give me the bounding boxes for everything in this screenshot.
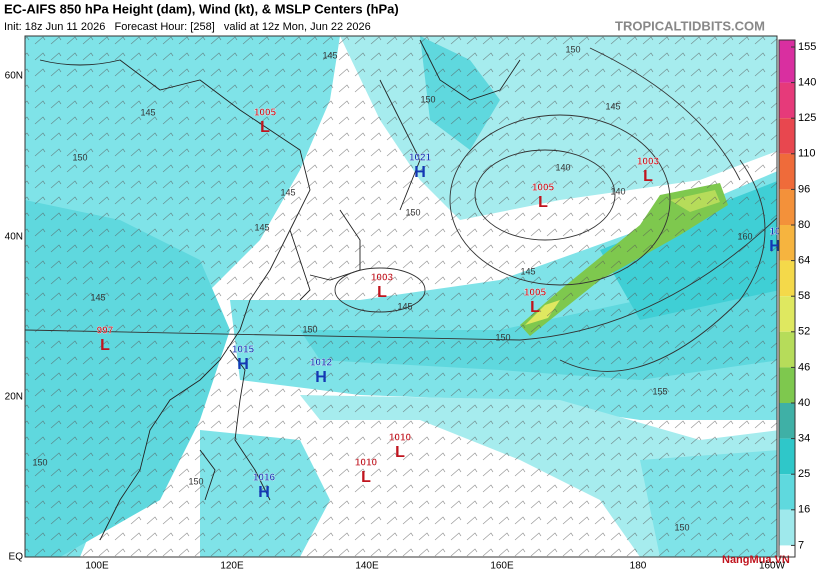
colorbar-segment [779, 118, 795, 154]
colorbar-segment [779, 474, 795, 510]
colorbar-segment [779, 260, 795, 297]
center-pressure: 1012 [310, 358, 333, 369]
contour-label: 150 [188, 476, 203, 486]
title: EC-AIFS 850 hPa Height (dam), Wind (kt),… [4, 1, 399, 16]
watermark: NangMua.VN [722, 554, 790, 566]
colorbar-label: 16 [798, 504, 810, 516]
colorbar-label: 34 [798, 433, 810, 445]
colorbar-label: 155 [798, 41, 816, 53]
center-pressure: 10 [769, 227, 781, 238]
contour-label: 145 [90, 292, 105, 302]
center-pressure: 1003 [637, 157, 660, 168]
colorbar-segment [779, 189, 795, 225]
colorbar-segment [779, 225, 795, 261]
wind-field [25, 36, 777, 557]
colorbar-label: 46 [798, 361, 810, 373]
colorbar-label: 52 [798, 326, 810, 338]
colorbar-cap [779, 40, 795, 47]
site-name: TROPICALTIDBITS.COM [615, 18, 765, 33]
contour-label: 150 [302, 324, 317, 334]
center-letter: H [258, 484, 270, 501]
lon-label: 180 [630, 561, 647, 572]
lat-label: 40N [5, 232, 23, 243]
contour-label: 145 [520, 266, 535, 276]
center-pressure: 1015 [232, 345, 255, 356]
center-pressure: 997 [97, 326, 114, 337]
lon-label: 100E [85, 561, 109, 572]
colorbar-label: 110 [798, 148, 816, 160]
contour-label: 145 [322, 50, 337, 60]
subtitle: Init: 18z Jun 11 2026 Forecast Hour: [25… [4, 21, 371, 33]
colorbar-label: 7 [798, 539, 804, 551]
colorbar-segment [779, 153, 795, 190]
colorbar-segment [779, 509, 795, 546]
lon-label: 140E [355, 561, 379, 572]
contour-label: 155 [652, 386, 667, 396]
contour-label: 145 [397, 301, 412, 311]
center-letter: H [769, 238, 781, 255]
colorbar-label: 64 [798, 255, 810, 267]
center-letter: L [377, 284, 387, 301]
center-letter: L [395, 444, 405, 461]
center-letter: L [538, 194, 548, 211]
contour-label: 150 [495, 332, 510, 342]
colorbar-segment [779, 47, 795, 83]
center-pressure: 1010 [389, 433, 412, 444]
contour-label: 140 [555, 162, 570, 172]
center-letter: L [530, 299, 540, 316]
contour-label: 150 [565, 44, 580, 54]
colorbar-label: 80 [798, 219, 810, 231]
contour-label: 150 [420, 94, 435, 104]
colorbar-label: 40 [798, 397, 810, 409]
center-pressure: 1005 [254, 108, 277, 119]
lon-label: 120E [220, 561, 244, 572]
center-letter: L [100, 337, 110, 354]
colorbar-label: 25 [798, 468, 810, 480]
lat-label: EQ [9, 552, 24, 563]
colorbar-label: 140 [798, 77, 816, 89]
contour-label: 145 [140, 107, 155, 117]
contour-label: 150 [674, 522, 689, 532]
contour-label: 140 [610, 186, 625, 196]
contour-label: 145 [254, 222, 269, 232]
center-letter: H [315, 369, 327, 386]
colorbar-segment [779, 296, 795, 332]
colorbar-segment [779, 403, 795, 439]
colorbar-segment [779, 438, 795, 475]
center-pressure: 1016 [253, 473, 276, 484]
center-pressure: 1005 [524, 288, 547, 299]
colorbar-segment [779, 367, 795, 403]
center-pressure: 1010 [355, 458, 378, 469]
contour-label: 160 [737, 231, 752, 241]
lat-label: 60N [5, 71, 23, 82]
colorbar-label: 96 [798, 183, 810, 195]
center-letter: H [414, 164, 426, 181]
center-letter: L [361, 469, 371, 486]
map-border [24, 35, 778, 558]
center-pressure: 1003 [371, 273, 394, 284]
contour-label: 150 [32, 457, 47, 467]
contour-label: 150 [405, 207, 420, 217]
center-letter: L [260, 119, 270, 136]
colorbar-label: 58 [798, 290, 810, 302]
contour-label: 145 [605, 101, 620, 111]
colorbar-border [778, 39, 796, 558]
lon-label: 160W [759, 561, 786, 572]
colorbar-label: 125 [798, 112, 816, 124]
lon-label: 160E [490, 561, 514, 572]
center-pressure: 1005 [532, 183, 555, 194]
lat-label: 20N [5, 392, 23, 403]
colorbar-segment [779, 82, 795, 119]
contour-label: 145 [280, 187, 295, 197]
center-letter: H [237, 356, 249, 373]
center-letter: L [643, 168, 653, 185]
contour-label: 150 [72, 152, 87, 162]
colorbar-segment [779, 331, 795, 368]
center-pressure: 1021 [409, 153, 432, 164]
